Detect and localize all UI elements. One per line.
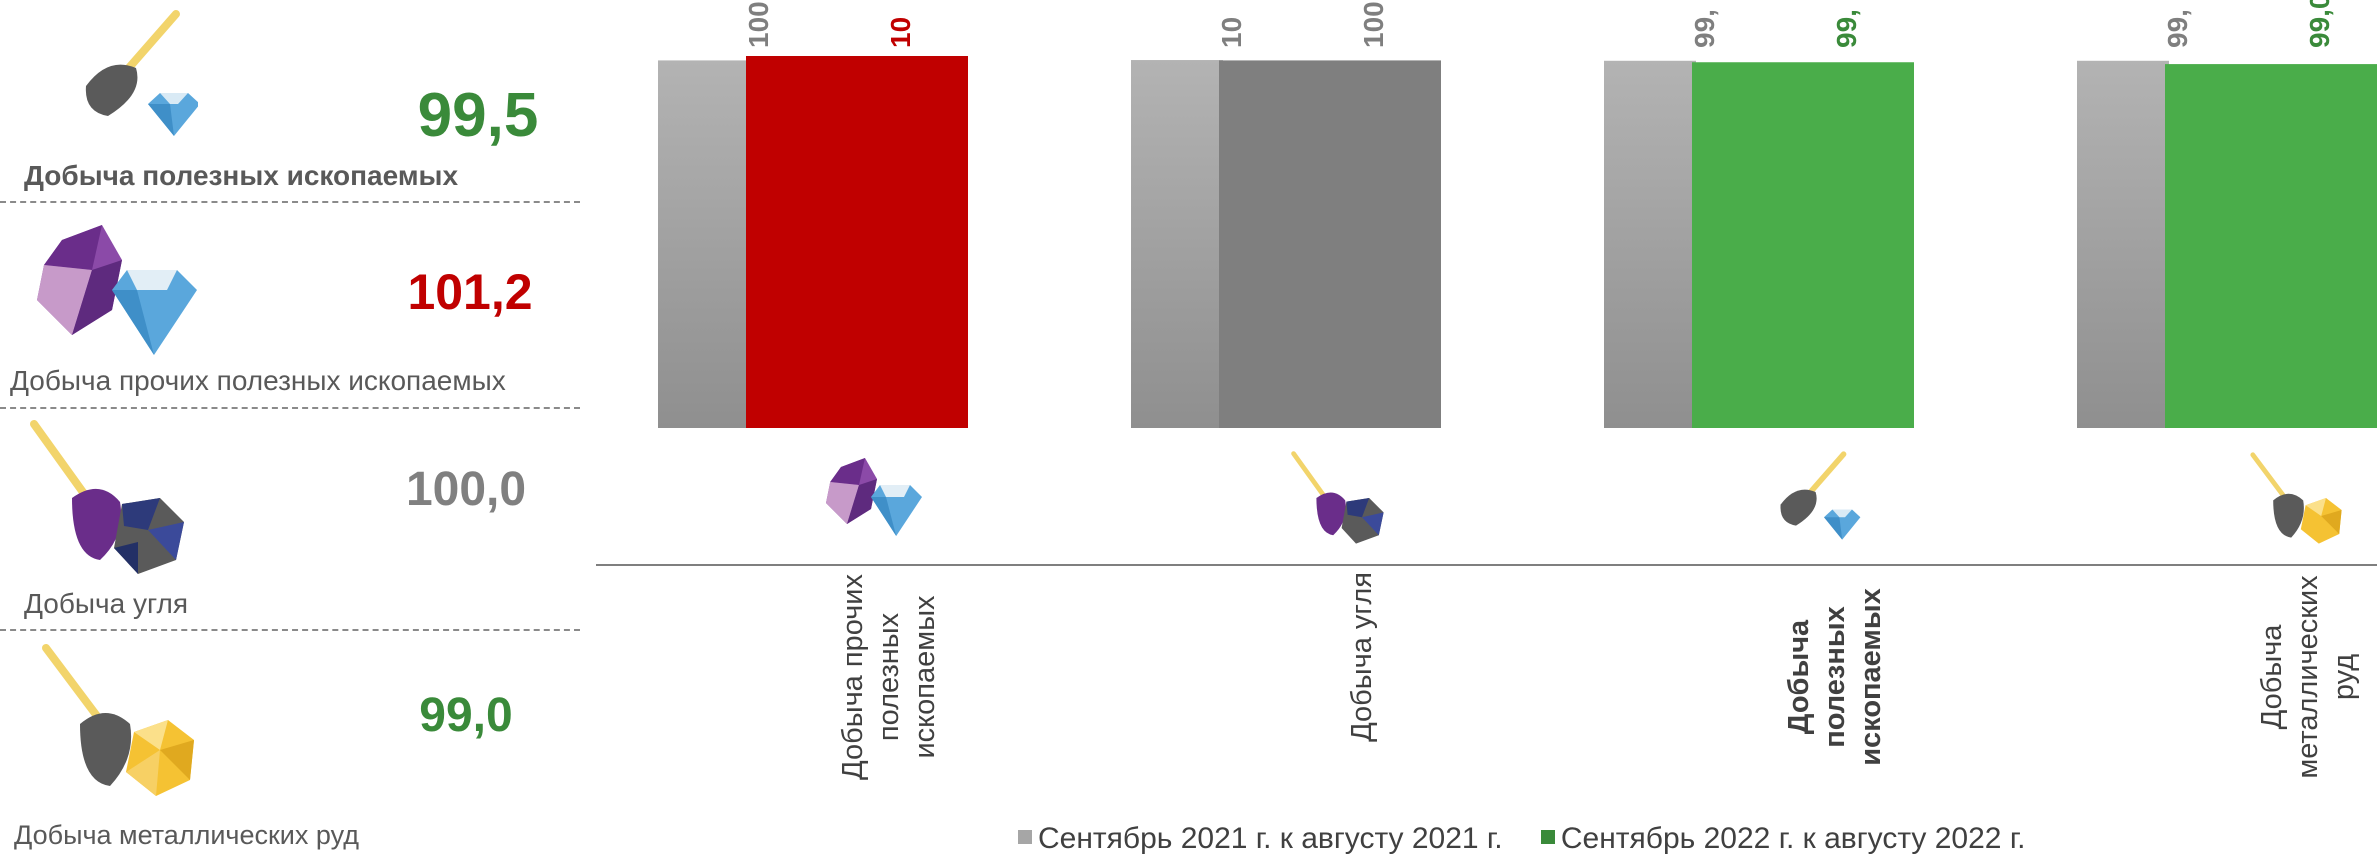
legend-swatch: [1540, 830, 1555, 845]
category-label: металлических: [2292, 575, 2324, 779]
bar-2022: [746, 56, 968, 428]
category-label: Добыча прочих: [837, 574, 869, 780]
kpi-row-other-minerals: 101,2 Добыча прочих полезных ископаемых: [0, 205, 590, 410]
category-label: руд: [2328, 654, 2360, 700]
kpi-label: Добыча металлических руд: [14, 820, 359, 850]
shovel-ore-icon: [42, 644, 194, 796]
shovel-coal-icon: [30, 420, 184, 574]
bar-2022: [1219, 60, 1441, 428]
legend-item: Сентябрь 2021 г. к августу 2021 г.: [1018, 822, 1503, 856]
shovel-ore-icon: [2250, 452, 2342, 544]
data-label: 99,: [2162, 9, 2193, 48]
crystals-gem-icon: [37, 225, 197, 355]
category-label: Добыча: [1783, 619, 1815, 734]
data-label: 100: [743, 1, 774, 48]
data-label: 10: [885, 17, 916, 48]
kpi-label: Добыча полезных ископаемых: [24, 160, 459, 191]
divider: [0, 407, 580, 409]
kpi-value: 101,2: [407, 264, 533, 320]
kpi-row-coal: 100,0 Добыча угля: [0, 410, 590, 631]
legend-swatch: [1018, 830, 1032, 845]
shovel-coal-icon: [1291, 451, 1384, 544]
divider: [0, 201, 580, 203]
legend-label: Сентябрь 2022 г. к августу 2022 г.: [1560, 822, 2026, 855]
kpi-value: 99,0: [419, 689, 513, 742]
bar-2021: [1604, 60, 1696, 428]
bar-2021: [1131, 60, 1223, 428]
data-label: 99,: [1689, 9, 1720, 48]
chart-legend: Сентябрь 2021 г. к августу 2021 г. Сентя…: [1018, 822, 2055, 856]
shovel-gem-icon: [1780, 451, 1861, 540]
bar-2022: [2165, 64, 2377, 428]
kpi-panel: 99,5 Добыча полезных ископаемых 101,2 До…: [0, 0, 590, 863]
category-label: Добыча угля: [1346, 572, 1378, 742]
bar-2021: [2077, 60, 2169, 428]
legend-item: Сентябрь 2022 г. к августу 2022 г.: [1540, 822, 2026, 856]
category-label: полезных: [1819, 606, 1851, 748]
divider: [0, 629, 580, 631]
category-label: полезных: [873, 612, 905, 741]
kpi-row-mining: 99,5 Добыча полезных ископаемых: [0, 0, 590, 203]
category-label: ископаемых: [909, 595, 941, 759]
kpi-value: 100,0: [405, 463, 527, 516]
data-label: 100: [1358, 1, 1389, 48]
kpi-label: Добыча прочих полезных ископаемых: [10, 365, 506, 396]
category-label: Добыча: [2256, 624, 2288, 730]
kpi-value: 99,5: [417, 81, 539, 150]
data-label: 10: [1216, 17, 1247, 48]
data-label: 99,0: [2304, 0, 2335, 48]
legend-label: Сентябрь 2021 г. к августу 2021 г.: [1038, 822, 1503, 855]
bar-2021: [658, 60, 750, 428]
crystals-gem-icon: [826, 458, 922, 536]
data-label: 99,: [1831, 9, 1862, 48]
bar-2022: [1692, 62, 1914, 428]
category-label: ископаемых: [1855, 588, 1887, 766]
kpi-row-metal-ores: 99,0 Добыча металлических руд: [0, 630, 590, 863]
shovel-gem-icon: [85, 10, 198, 136]
kpi-label: Добыча угля: [24, 588, 189, 619]
